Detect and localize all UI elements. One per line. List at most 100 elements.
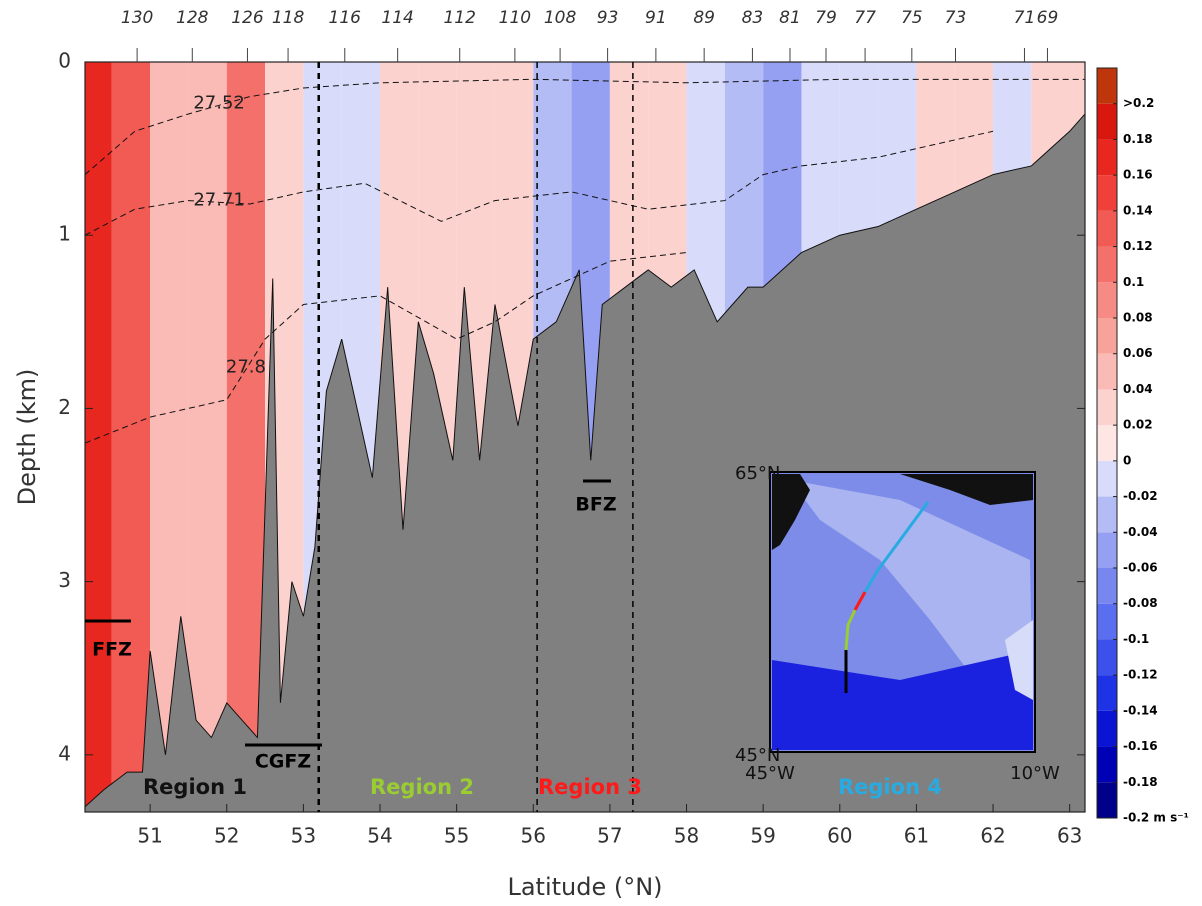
colorbar-label: -0.06: [1123, 561, 1158, 575]
colorbar-label: 0.02: [1123, 418, 1153, 432]
y-tick-label: 1: [58, 222, 71, 246]
colorbar-bin: [1097, 210, 1117, 247]
fracture-zone-label: CGFZ: [255, 751, 311, 773]
station-label: 83: [742, 8, 764, 28]
colorbar-label: -0.08: [1123, 596, 1158, 610]
colorbar-label: -0.12: [1123, 668, 1158, 682]
colorbar-label: 0.04: [1123, 382, 1153, 396]
colorbar-bin: [1097, 139, 1117, 176]
inset-shelf: [1005, 620, 1033, 700]
region-label: Region 3: [538, 775, 642, 799]
inset-map: 65°N 45°N 45°W 10°W: [735, 463, 1060, 784]
station-label: 128: [176, 8, 209, 28]
station-label: 69: [1037, 8, 1059, 28]
colorbar-bin: [1097, 532, 1117, 568]
velocity-cell: [188, 62, 227, 812]
colorbar-label: -0.02: [1123, 489, 1158, 503]
velocity-cell: [85, 62, 112, 812]
colorbar-bin: [1097, 746, 1117, 783]
station-label: 116: [329, 8, 362, 28]
inset-deep: [772, 650, 1033, 750]
y-axis-label: Depth (km): [13, 369, 41, 506]
colorbar-bin: [1097, 282, 1117, 318]
colorbar-bin: [1097, 175, 1117, 211]
plot-frame: [84, 61, 1086, 813]
x-axis-label: Latitude (°N): [507, 873, 662, 901]
x-tick-label: 56: [521, 824, 546, 848]
y-tick-label: 0: [58, 49, 71, 73]
fracture-zone-label: BFZ: [575, 494, 616, 516]
inset-track-2: [844, 609, 857, 651]
isopycnal: [85, 252, 687, 444]
velocity-cell: [111, 62, 151, 812]
x-tick-label: 62: [980, 824, 1005, 848]
isopycnal-label: 27.71: [193, 189, 245, 210]
station-label: 91: [645, 8, 667, 28]
x-tick-label: 51: [137, 824, 162, 848]
colorbar-bin: [1097, 68, 1117, 104]
inset-land: [900, 474, 1033, 505]
inset-label: 45°W: [745, 763, 795, 784]
colorbar-bin: [1097, 568, 1117, 604]
y-tick-label: 4: [58, 741, 71, 765]
station-label: 79: [815, 8, 837, 28]
colorbar-label: 0.12: [1123, 239, 1153, 253]
station-label: 73: [945, 8, 967, 28]
station-label: 93: [597, 8, 619, 28]
colorbar-frame: [1096, 67, 1118, 819]
station-label: 89: [693, 8, 715, 28]
inset-shelf: [790, 480, 1033, 720]
region-label: Region 2: [370, 775, 474, 799]
x-tick-label: 58: [674, 824, 699, 848]
colorbar-label: -0.04: [1123, 525, 1158, 539]
x-tick-label: 63: [1057, 824, 1082, 848]
fracture-zone-label: FFZ: [92, 639, 132, 661]
colorbar-bin: [1097, 496, 1117, 533]
colorbar-label: 0.06: [1123, 346, 1153, 360]
colorbar-label: 0.18: [1123, 132, 1153, 146]
station-label: 126: [231, 8, 264, 28]
colorbar-label: 0.14: [1123, 203, 1153, 217]
colorbar-label: -0.1: [1123, 632, 1149, 646]
x-tick-label: 55: [444, 824, 469, 848]
region-label: Region 4: [838, 775, 942, 799]
colorbar-bin: [1097, 246, 1117, 283]
x-tick-label: 57: [597, 824, 622, 848]
inset-land: [772, 474, 810, 550]
colorbar-label: 0.16: [1123, 168, 1153, 182]
x-tick-label: 54: [367, 824, 392, 848]
colorbar-label: -0.18: [1123, 775, 1158, 789]
colorbar-bin: [1097, 318, 1117, 354]
station-label: 130: [121, 8, 153, 28]
colorbar-bin: [1097, 639, 1117, 676]
y-tick-label: 2: [58, 395, 71, 419]
inset-label: 45°N: [735, 745, 780, 766]
isopycnal: [85, 78, 1085, 175]
colorbar-bin: [1097, 103, 1117, 140]
inset-track-4: [863, 501, 930, 593]
station-label: 75: [901, 8, 923, 28]
colorbar-bin: [1097, 389, 1117, 426]
station-label: 81: [779, 8, 801, 28]
colorbar-label: -0.14: [1123, 703, 1158, 717]
inset-label: 10°W: [1010, 763, 1060, 784]
station-label: 118: [272, 8, 305, 28]
colorbar-bin: [1097, 710, 1117, 747]
x-tick-label: 60: [827, 824, 852, 848]
x-tick-label: 53: [291, 824, 316, 848]
colorbar-bin: [1097, 353, 1117, 390]
station-label: 112: [443, 8, 475, 28]
colorbar-label: >0.2: [1123, 96, 1154, 110]
colorbar-label: -0.2 m s⁻¹: [1123, 811, 1189, 825]
region-label: Region 1: [143, 775, 247, 799]
station-label: 71: [1014, 8, 1036, 28]
isopycnal-label: 27.8: [226, 356, 266, 377]
y-tick-label: 3: [58, 568, 71, 592]
station-label: 114: [381, 8, 413, 28]
x-tick-label: 59: [750, 824, 775, 848]
colorbar-bin: [1097, 460, 1117, 497]
colorbar-label: -0.16: [1123, 739, 1158, 753]
colorbar-label: 0.08: [1123, 311, 1153, 325]
